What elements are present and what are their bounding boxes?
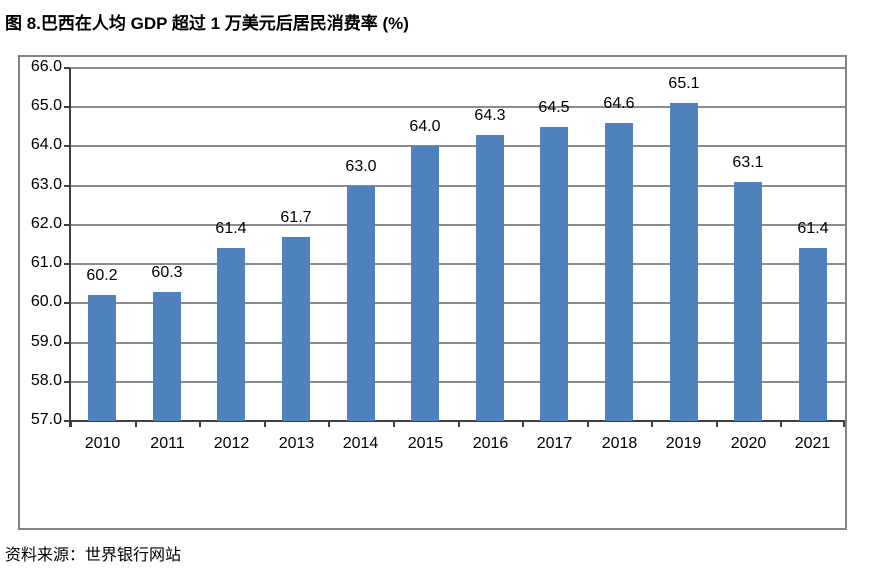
bar-value-label: 64.6 [603, 95, 635, 112]
y-axis-tick-label: 64.0 [30, 136, 62, 153]
gridline [70, 106, 845, 108]
gridline [70, 263, 845, 265]
gridline [70, 145, 845, 147]
x-axis-label: 2015 [407, 435, 444, 452]
gridline [70, 224, 845, 226]
bar-value-label: 65.1 [668, 75, 700, 92]
figure-title: 图 8.巴西在人均 GDP 超过 1 万美元后居民消费率 (%) [5, 14, 409, 33]
x-axis-label: 2013 [278, 435, 315, 452]
bar-2020 [734, 182, 762, 421]
y-axis-tick [64, 67, 70, 69]
bar-2017 [540, 127, 568, 421]
x-axis-line [70, 420, 845, 422]
bar-value-label: 60.3 [151, 264, 183, 281]
bar-value-label: 61.4 [797, 220, 829, 237]
y-axis-tick [64, 342, 70, 344]
bar-2014 [347, 186, 375, 421]
bar-value-label: 61.7 [280, 209, 312, 226]
bar-value-label: 63.1 [732, 154, 764, 171]
x-axis-tick [716, 421, 718, 427]
x-axis-tick [587, 421, 589, 427]
bar-2010 [88, 295, 116, 421]
bar-value-label: 64.0 [409, 118, 441, 135]
x-axis-tick [522, 421, 524, 427]
y-axis-tick-label: 63.0 [30, 176, 62, 193]
y-axis-tick [64, 224, 70, 226]
gridline [70, 302, 845, 304]
y-axis-tick [64, 106, 70, 108]
y-axis-tick-label: 66.0 [30, 58, 62, 75]
gridline [70, 381, 845, 383]
bar-2021 [799, 248, 827, 421]
y-axis-tick-label: 59.0 [30, 333, 62, 350]
x-axis-tick [780, 421, 782, 427]
x-axis-tick [393, 421, 395, 427]
x-axis-tick [70, 421, 72, 427]
y-axis-tick-label: 58.0 [30, 372, 62, 389]
x-axis-tick [199, 421, 201, 427]
bar-2013 [282, 237, 310, 421]
bar-2016 [476, 135, 504, 421]
y-axis-tick-label: 57.0 [30, 411, 62, 428]
x-axis-label: 2017 [536, 435, 573, 452]
gridline [70, 185, 845, 187]
x-axis-tick [264, 421, 266, 427]
chart-frame: 66.0 65.0 64.0 63.0 62.0 61.0 60.0 59.0 58.0 57.0… [18, 55, 847, 530]
x-axis-tick [843, 421, 845, 427]
x-axis-label: 2016 [472, 435, 509, 452]
x-axis-label: 2012 [213, 435, 250, 452]
y-axis-tick [64, 185, 70, 187]
y-axis-tick [64, 302, 70, 304]
bar-value-label: 61.4 [215, 220, 247, 237]
bar-2015 [411, 146, 439, 421]
x-axis-label: 2020 [730, 435, 767, 452]
y-axis-tick [64, 263, 70, 265]
bar-2012 [217, 248, 245, 421]
gridline [70, 67, 845, 69]
y-axis-line [69, 68, 71, 427]
source-note: 资料来源：世界银行网站 [5, 547, 182, 564]
y-axis-tick-label: 65.0 [30, 97, 62, 114]
bar-2018 [605, 123, 633, 421]
bar-value-label: 64.3 [474, 107, 506, 124]
y-axis-tick [64, 420, 70, 422]
bar-value-label: 60.2 [86, 267, 118, 284]
x-axis-tick [651, 421, 653, 427]
gridline [70, 342, 845, 344]
bar-value-label: 63.0 [345, 158, 377, 175]
bar-chart-plot: 66.0 65.0 64.0 63.0 62.0 61.0 60.0 59.0 58.0 57.0… [31, 58, 845, 452]
x-axis-tick [135, 421, 137, 427]
x-axis-tick [458, 421, 460, 427]
x-axis-label: 2019 [665, 435, 702, 452]
x-axis-label: 2018 [601, 435, 638, 452]
x-axis-label: 2014 [342, 435, 379, 452]
x-axis-label: 2010 [84, 435, 121, 452]
x-axis-label: 2021 [794, 435, 831, 452]
bar-value-label: 64.5 [538, 99, 570, 116]
y-axis-tick-label: 60.0 [30, 293, 62, 310]
y-axis-tick [64, 145, 70, 147]
bar-2011 [153, 292, 181, 421]
bar-2019 [670, 103, 698, 421]
y-axis-tick [64, 381, 70, 383]
x-axis-tick [328, 421, 330, 427]
y-axis-tick-label: 61.0 [30, 254, 62, 271]
x-axis-label: 2011 [150, 435, 185, 452]
y-axis-tick-label: 62.0 [30, 215, 62, 232]
